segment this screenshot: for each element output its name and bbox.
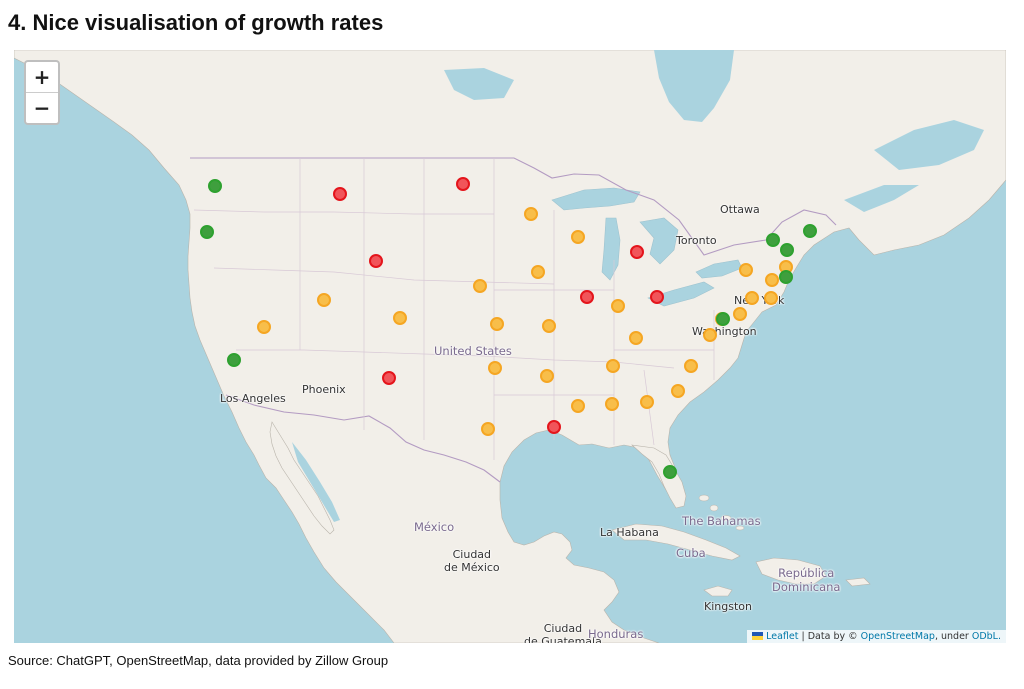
label-mexico: México: [414, 520, 455, 534]
zoom-out-button[interactable]: −: [26, 92, 58, 123]
growth-marker[interactable]: [606, 359, 620, 373]
attribution-separator: | Data by ©: [801, 631, 858, 642]
growth-marker[interactable]: [540, 369, 554, 383]
growth-marker[interactable]: [393, 311, 407, 325]
growth-marker[interactable]: [766, 233, 780, 247]
state-lines: [193, 158, 715, 460]
label-washington: Washington: [692, 325, 757, 338]
map-view[interactable]: + − Ottawa Toronto New York Washington U…: [14, 50, 1006, 643]
growth-marker[interactable]: [369, 254, 383, 268]
odbl-link[interactable]: ODbL.: [971, 631, 1001, 642]
zoom-control: + −: [24, 60, 60, 125]
growth-marker[interactable]: [481, 422, 495, 436]
growth-marker[interactable]: [571, 399, 585, 413]
label-kingston: Kingston: [704, 600, 752, 613]
land-hispaniola: [755, 557, 827, 585]
growth-marker[interactable]: [684, 359, 698, 373]
attribution: Leaflet | Data by © OpenStreetMap, under…: [747, 630, 1006, 643]
growth-marker[interactable]: [473, 279, 487, 293]
growth-marker[interactable]: [547, 420, 561, 434]
land-puerto-rico: [845, 577, 871, 587]
label-the-bahamas: The Bahamas: [682, 514, 761, 528]
land-bahamas: [698, 494, 745, 531]
growth-marker[interactable]: [629, 331, 643, 345]
borders: [190, 157, 837, 483]
label-ciudad-de-guatemala: Ciudad de Guatemala: [524, 622, 602, 643]
label-phoenix: Phoenix: [302, 383, 346, 396]
growth-marker[interactable]: [779, 270, 793, 284]
growth-marker[interactable]: [531, 265, 545, 279]
growth-marker[interactable]: [333, 187, 347, 201]
growth-marker[interactable]: [745, 291, 759, 305]
growth-marker[interactable]: [488, 361, 502, 375]
label-honduras: Honduras: [588, 627, 644, 641]
growth-marker[interactable]: [524, 207, 538, 221]
zoom-in-button[interactable]: +: [33, 65, 51, 89]
label-toronto: Toronto: [676, 234, 717, 247]
growth-marker[interactable]: [803, 224, 817, 238]
land-jamaica: [703, 585, 733, 597]
label-republica-dominicana: República Dominicana: [772, 566, 841, 594]
growth-marker[interactable]: [650, 290, 664, 304]
growth-marker[interactable]: [663, 465, 677, 479]
label-ciudad-de-mexico: Ciudad de México: [444, 548, 500, 574]
growth-marker[interactable]: [542, 319, 556, 333]
growth-marker[interactable]: [765, 273, 779, 287]
growth-marker[interactable]: [611, 299, 625, 313]
growth-marker[interactable]: [733, 307, 747, 321]
growth-marker[interactable]: [640, 395, 654, 409]
growth-marker[interactable]: [257, 320, 271, 334]
label-cuba: Cuba: [676, 546, 706, 560]
page-title: 4. Nice visualisation of growth rates: [8, 10, 384, 35]
basemap: [14, 50, 1006, 643]
gulf-of-california: [292, 442, 340, 522]
growth-marker[interactable]: [716, 312, 730, 326]
growth-marker[interactable]: [605, 397, 619, 411]
growth-marker[interactable]: [382, 371, 396, 385]
growth-marker[interactable]: [630, 245, 644, 259]
growth-marker[interactable]: [317, 293, 331, 307]
land-north-america: [14, 50, 1006, 643]
osm-link[interactable]: OpenStreetMap: [860, 631, 935, 642]
growth-marker[interactable]: [456, 177, 470, 191]
leaflet-link[interactable]: Leaflet: [766, 631, 799, 642]
growth-marker[interactable]: [490, 317, 504, 331]
growth-marker[interactable]: [571, 230, 585, 244]
attribution-under: , under: [934, 631, 969, 642]
source-note: Source: ChatGPT, OpenStreetMap, data pro…: [8, 653, 389, 668]
land-florida: [631, 444, 687, 509]
label-la-habana: La Habana: [600, 526, 659, 539]
growth-marker[interactable]: [764, 291, 778, 305]
label-los-angeles: Los Angeles: [220, 392, 286, 405]
growth-marker[interactable]: [200, 225, 214, 239]
ukraine-flag-icon: [752, 632, 764, 640]
label-ottawa: Ottawa: [720, 203, 760, 216]
growth-marker[interactable]: [703, 328, 717, 342]
growth-marker[interactable]: [671, 384, 685, 398]
growth-marker[interactable]: [780, 243, 794, 257]
label-united-states: United States: [434, 344, 512, 358]
growth-marker[interactable]: [227, 353, 241, 367]
growth-marker[interactable]: [580, 290, 594, 304]
northern-waters: [444, 50, 984, 212]
growth-marker[interactable]: [739, 263, 753, 277]
land-baja-california: [269, 421, 335, 535]
great-lakes: [551, 187, 743, 307]
growth-marker[interactable]: [208, 179, 222, 193]
land-cuba: [611, 523, 741, 561]
